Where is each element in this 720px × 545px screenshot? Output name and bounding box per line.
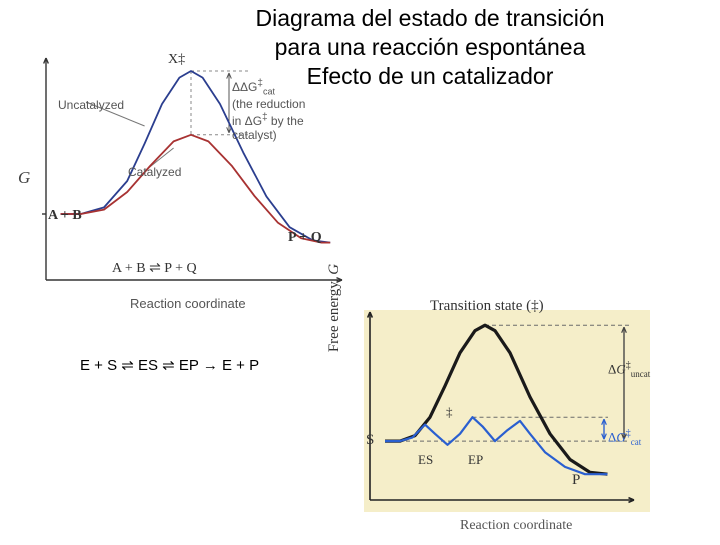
x-axis-label-reaction-coordinate-b: Reaction coordinate [460, 518, 572, 534]
transition-state-label-b: Transition state (‡) [430, 298, 544, 315]
label-P: P [572, 472, 580, 489]
label-EP: EP [468, 452, 483, 468]
products-label: P + Q [288, 230, 322, 246]
x-axis-label-reaction-coordinate: Reaction coordinate [130, 296, 246, 311]
label-ts-small: ‡ [446, 404, 453, 420]
equilibrium-label: A + B ⇌ P + Q [112, 260, 197, 277]
catalyzed-label: Catalyzed [128, 165, 181, 179]
label-dg-cat: ΔG‡cat [608, 428, 641, 447]
title-line1: Diagrama del estado de transición [210, 4, 650, 33]
diagram-uncatalyzed-vs-catalyzed: G Reaction coordinate X‡ Uncatalyzed Cat… [20, 50, 365, 310]
transition-state-label: X‡ [168, 52, 185, 68]
label-ES: ES [418, 452, 433, 468]
reactants-label: A + B [48, 208, 82, 224]
uncatalyzed-label: Uncatalyzed [58, 98, 124, 112]
diagram-free-energy-catalyzed: Free energy, G Reaction coordinate Trans… [330, 300, 670, 540]
y-axis-label-G: G [18, 168, 30, 188]
y-axis-label-free-energy: Free energy, G [326, 238, 343, 378]
diagram-b-svg [330, 300, 670, 540]
label-dg-uncat: ΔG‡uncat [608, 360, 650, 379]
enzyme-reaction-equation: E + S ⇌ ES ⇌ EP → E + P [80, 356, 259, 374]
reduction-note: ΔΔG‡cat (the reductionin ΔG‡ by thecatal… [232, 78, 342, 142]
label-S: S [366, 432, 374, 449]
